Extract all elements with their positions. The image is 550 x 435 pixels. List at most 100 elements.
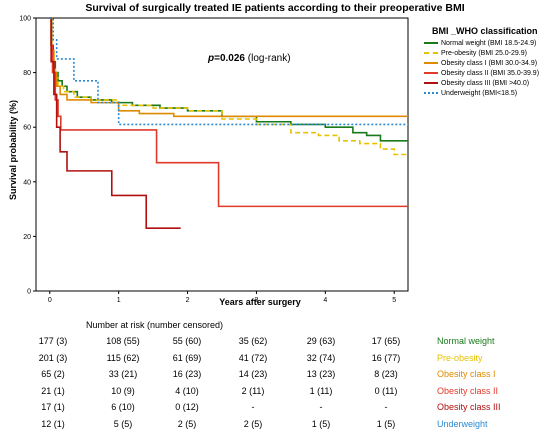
plot-frame <box>35 17 409 292</box>
risk-cell: 177 (3) <box>38 336 68 346</box>
risk-cell: 21 (1) <box>41 385 65 396</box>
risk-group-name: Obesity class III <box>437 402 501 413</box>
y-axis-label: Survival probability (%) <box>8 99 18 201</box>
legend-swatch <box>424 42 438 44</box>
risk-table-caption: Number at risk (number censored) <box>86 320 224 330</box>
chart-title: Survival of surgically treated IE patien… <box>85 2 465 14</box>
risk-cell: 41 (72) <box>238 352 268 363</box>
p-value-number: =0.026 <box>214 53 245 64</box>
legend-rows: Normal weight (BMI 18.5-24.9) Pre-obesity… <box>424 38 539 98</box>
legend-entry: Obesity class II (BMI 35.0-39.9) <box>424 68 539 78</box>
risk-cell: 65 (2) <box>41 369 65 380</box>
x-tick-label: 3 <box>254 297 258 304</box>
risk-row: 65 (2) 33 (21) 16 (23) 14 (23) 13 (23) 8 (23)… <box>0 369 550 385</box>
survival-curve-0 <box>49 17 408 142</box>
risk-cell: 33 (21) <box>108 369 138 380</box>
risk-cell: 1 (11) <box>309 385 333 396</box>
x-tick-label: 5 <box>392 297 396 304</box>
p-value-test: (log-rank) <box>244 53 291 64</box>
y-tick-label: 40 <box>23 179 31 186</box>
legend-entry: Underweight (BMI<18.5) <box>424 88 539 98</box>
legend-label: Obesity class II (BMI 35.0-39.9) <box>441 69 540 77</box>
x-tick-label: 1 <box>117 297 121 304</box>
risk-row: 21 (1) 10 (9) 4 (10) 2 (11) 1 (11) 0 (11) Obes… <box>0 386 550 402</box>
risk-cell: 16 (77) <box>371 352 401 363</box>
y-tick-label: 100 <box>19 16 31 23</box>
risk-cell: 10 (9) <box>111 385 135 396</box>
risk-group-name: Normal weight <box>437 336 495 346</box>
x-axis-label: Years after surgery <box>219 297 301 307</box>
risk-cell: 1 (5) <box>311 419 331 429</box>
ticks: 0 1 2 3 4 5 0 20 40 60 80 100 <box>19 16 396 305</box>
p-value-prefix: p <box>208 53 215 64</box>
km-plot: 0 1 2 3 4 5 0 20 40 60 80 100 <box>19 16 409 305</box>
risk-cell: 201 (3) <box>38 352 68 363</box>
risk-cell: 6 (10) <box>111 402 135 413</box>
legend-swatch <box>424 92 438 94</box>
risk-cell: 35 (62) <box>238 336 268 346</box>
risk-cell: 2 (11) <box>241 385 265 396</box>
risk-cell: 2 (5) <box>177 419 197 429</box>
axes <box>35 17 409 292</box>
y-tick-label: 60 <box>23 125 31 132</box>
risk-cell: 5 (5) <box>113 419 133 429</box>
risk-group-name: Pre-obesity <box>437 352 483 363</box>
risk-cell: - <box>251 402 255 413</box>
risk-cell: 1 (5) <box>376 419 396 429</box>
risk-row: 201 (3) 115 (62) 61 (69) 41 (72) 32 (74) 16 (… <box>0 353 550 369</box>
risk-cell: 17 (1) <box>41 402 65 413</box>
risk-row: 17 (1) 6 (10) 0 (12) - - - Obesity class III <box>0 402 550 418</box>
y-tick-label: 80 <box>23 70 31 77</box>
legend-swatch <box>424 62 438 64</box>
risk-group-name: Obesity class II <box>437 385 499 396</box>
risk-cell: 29 (63) <box>306 336 336 346</box>
risk-cell: 17 (65) <box>371 336 401 346</box>
legend-label: Underweight (BMI<18.5) <box>441 89 518 97</box>
risk-row: 12 (1) 5 (5) 2 (5) 2 (5) 1 (5) 1 (5) Underweig… <box>0 419 550 435</box>
risk-cell: 2 (5) <box>243 419 263 429</box>
risk-cell: 13 (23) <box>306 369 336 380</box>
x-tick-label: 2 <box>186 297 190 304</box>
y-tick-label: 20 <box>23 234 31 241</box>
survival-curve-2 <box>49 17 408 118</box>
legend: BMI _WHO classification Normal weight (B… <box>424 26 539 98</box>
risk-cell: 55 (60) <box>172 336 202 346</box>
risk-row: 177 (3) 108 (55) 55 (60) 35 (62) 29 (63) 17 (… <box>0 336 550 352</box>
survival-curve-5 <box>49 17 408 126</box>
legend-label: Normal weight (BMI 18.5-24.9) <box>441 39 537 47</box>
legend-label: Obesity class I (BMI 30.0-34.9) <box>441 59 538 67</box>
survival-curve-4 <box>49 17 181 230</box>
risk-cell: 4 (10) <box>175 385 199 396</box>
x-tick-label: 0 <box>48 297 52 304</box>
risk-cell: 0 (12) <box>175 402 199 413</box>
x-tick-label: 4 <box>323 297 327 304</box>
legend-title: BMI _WHO classification <box>432 26 538 36</box>
legend-label: Pre-obesity (BMI 25.0-29.9) <box>441 49 527 57</box>
risk-cell: 14 (23) <box>238 369 268 380</box>
y-tick-label: 0 <box>27 289 31 296</box>
legend-label: Obesity class III (BMI >40.0) <box>441 79 530 87</box>
legend-entry: Pre-obesity (BMI 25.0-29.9) <box>424 48 539 58</box>
legend-swatch <box>424 82 438 84</box>
risk-cell: - <box>384 402 388 413</box>
risk-cell: 61 (69) <box>172 352 202 363</box>
p-value: p=0.026 (log-rank) <box>208 53 291 64</box>
risk-cell: - <box>319 402 323 413</box>
risk-cell: 32 (74) <box>306 352 336 363</box>
risk-cell: 115 (62) <box>106 352 140 363</box>
risk-cell: 16 (23) <box>172 369 202 380</box>
risk-cell: 8 (23) <box>374 369 398 380</box>
risk-cell: 0 (11) <box>374 385 398 396</box>
risk-cell: 12 (1) <box>41 419 65 429</box>
risk-cell: 108 (55) <box>106 336 140 346</box>
survival-curve-3 <box>49 17 408 208</box>
risk-group-name: Obesity class I <box>437 369 496 380</box>
risk-group-name: Underweight <box>437 419 488 429</box>
survival-curves <box>49 17 408 230</box>
legend-swatch <box>424 72 438 74</box>
legend-entry: Obesity class I (BMI 30.0-34.9) <box>424 58 539 68</box>
legend-swatch <box>424 52 438 54</box>
survival-curve-1 <box>49 17 408 156</box>
legend-entry: Obesity class III (BMI >40.0) <box>424 78 539 88</box>
legend-entry: Normal weight (BMI 18.5-24.9) <box>424 38 539 48</box>
